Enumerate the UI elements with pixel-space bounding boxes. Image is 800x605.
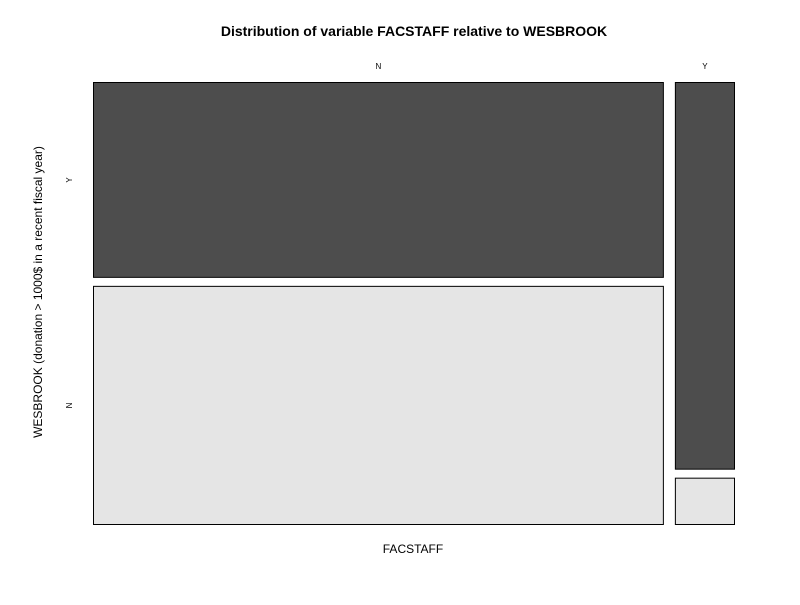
tile-facstaff-y-wesbrook-n [674, 477, 736, 526]
tile-facstaff-n-wesbrook-n [93, 285, 664, 525]
y-tick-label-y: Y [65, 177, 74, 183]
x-tick-label-n: N [376, 62, 382, 71]
x-axis-label: FACSTAFF [383, 542, 443, 556]
tile-facstaff-n-wesbrook-y [93, 82, 664, 278]
x-tick-label-y: Y [702, 62, 708, 71]
mosaic-tiles [93, 82, 736, 526]
y-tick-labels: YN [65, 177, 74, 409]
y-axis-label: WESBROOK (donation > 1000$ in a recent f… [31, 146, 45, 438]
y-tick-label-n: N [65, 402, 74, 408]
tile-facstaff-y-wesbrook-y [674, 82, 736, 470]
chart-title: Distribution of variable FACSTAFF relati… [221, 23, 607, 39]
